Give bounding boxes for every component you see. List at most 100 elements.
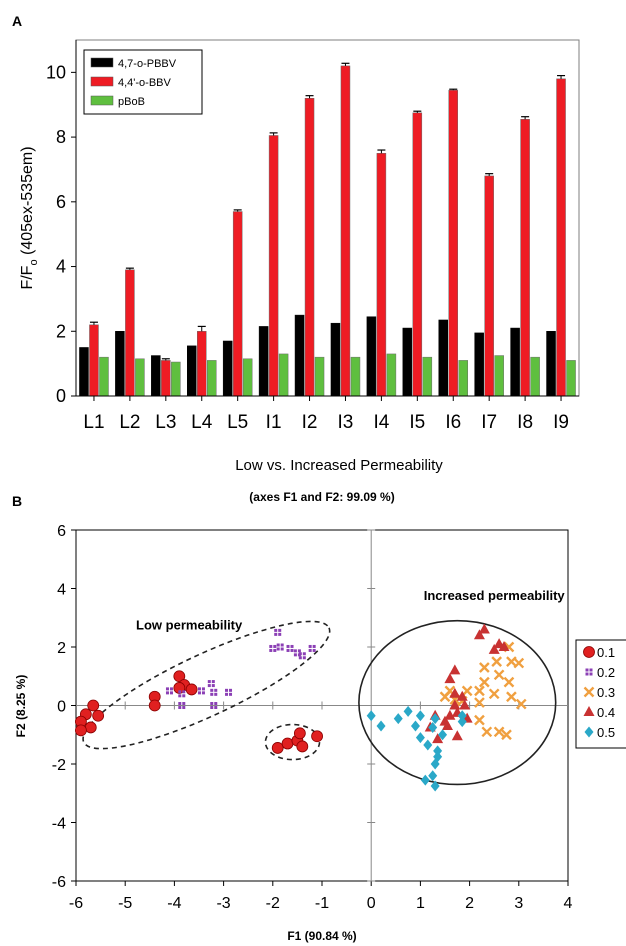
point-0-1 <box>148 699 161 712</box>
point-0-4 <box>451 730 463 741</box>
point-0-4 <box>449 699 461 710</box>
point-0-2 <box>308 644 316 652</box>
point-0-5 <box>433 745 443 757</box>
bar-4-7-o-pbbv-i5 <box>402 327 413 397</box>
x-tick-label: 3 <box>514 895 523 912</box>
panel-a-label: A <box>12 13 22 29</box>
point-0-2 <box>178 702 186 709</box>
point-0-2 <box>178 690 186 698</box>
x-tick-label-i4: I4 <box>373 412 389 433</box>
bar-4-7-o-pbbv-l2 <box>115 331 125 397</box>
point-0-2 <box>210 702 218 709</box>
bar-chart-x-axis: L1 L2 L3 L4 L5 I1 I2 I3 I4 I5 I6 I7 I8 I9 <box>76 395 579 433</box>
point-0-2 <box>197 687 205 695</box>
bar-pbob-i2 <box>314 356 325 397</box>
point-0-5 <box>403 705 413 717</box>
legend-label: 0.2 <box>597 665 615 680</box>
bar-4-7-o-pbbv-i9 <box>546 331 556 397</box>
y-tick-label: 4 <box>56 257 66 277</box>
point-0-3 <box>461 685 473 697</box>
point-0-2 <box>165 687 173 695</box>
legend-label: pBoB <box>118 96 145 108</box>
point-0-2 <box>225 688 233 696</box>
y-tick-label: 10 <box>46 62 66 82</box>
bar-4-4-o-bbv-i9 <box>556 78 566 397</box>
y-tick-label: 4 <box>57 582 66 599</box>
point-0-1 <box>87 699 100 712</box>
x-tick-label-i1: I1 <box>266 412 282 433</box>
bar-chart-bars <box>79 62 576 397</box>
bar-4-7-o-pbbv-l5 <box>222 340 233 397</box>
increased-permeability-label: Increased permeability <box>424 588 566 603</box>
point-0-1 <box>271 742 284 754</box>
bar-pbob-i5 <box>422 356 433 397</box>
point-0-2 <box>286 644 294 652</box>
point-0-3 <box>513 657 525 669</box>
x-tick-label-i6: I6 <box>445 412 461 433</box>
point-0-1 <box>296 740 309 753</box>
legend-label: 0.5 <box>597 725 615 740</box>
point-0-5 <box>420 774 430 786</box>
legend-swatch <box>90 57 114 68</box>
x-tick-label-l5: L5 <box>227 412 248 433</box>
scatter-chart-points <box>75 623 527 792</box>
point-0-5 <box>430 713 440 725</box>
point-0-3 <box>439 691 451 703</box>
point-0-3 <box>481 726 493 738</box>
point-0-3 <box>474 685 485 697</box>
point-0-5 <box>433 751 443 763</box>
bar-pbob-i4 <box>386 353 397 397</box>
point-0-3 <box>493 669 505 681</box>
point-0-5 <box>410 720 420 732</box>
legend-marker <box>583 706 595 716</box>
x-tick-label-l3: L3 <box>155 412 176 433</box>
bar-4-4-o-bbv-i8 <box>520 119 530 397</box>
point-0-1 <box>185 683 198 696</box>
y-tick-label: 0 <box>56 386 66 406</box>
point-0-2 <box>298 652 306 660</box>
bar-pbob-l1 <box>99 356 109 397</box>
point-0-5 <box>428 721 438 733</box>
bar-4-4-o-bbv-i6 <box>448 89 458 397</box>
point-0-5 <box>428 770 438 782</box>
point-0-4 <box>473 629 485 640</box>
point-0-1 <box>173 670 186 683</box>
point-0-2 <box>210 688 218 696</box>
x-tick-label-l2: L2 <box>119 412 140 433</box>
point-0-3 <box>488 688 500 700</box>
bar-pbob-i3 <box>350 356 361 397</box>
y-tick-label: 6 <box>56 192 66 212</box>
legend-label: 0.4 <box>597 705 615 720</box>
legend-box <box>575 639 626 749</box>
scatter-chart-annotations: Low permeability Increased permeability <box>136 588 565 632</box>
point-0-5 <box>415 710 425 722</box>
point-0-3 <box>474 697 485 708</box>
bar-pbob-i1 <box>278 353 289 397</box>
point-0-5 <box>393 713 403 725</box>
point-0-3 <box>491 656 503 667</box>
bar-4-7-o-pbbv-i7 <box>474 332 484 397</box>
x-tick-label-i3: I3 <box>338 412 354 433</box>
point-0-5 <box>430 780 440 792</box>
point-0-3 <box>501 729 512 741</box>
increased-ellipse <box>358 619 557 786</box>
low-ellipse-inner <box>264 723 321 761</box>
scatter-chart: (axes F1 and F2: 99.09 %) -6 -5 -4 -3 -2 -1 0 1… <box>14 490 626 943</box>
y-tick-label: 2 <box>57 640 66 657</box>
x-tick-label: -3 <box>216 895 230 912</box>
scatter-chart-legend: 0.1 0.2 0.3 0.4 0.5 <box>575 639 626 749</box>
y-tick-label: -2 <box>52 757 66 774</box>
x-tick-label-i7: I7 <box>481 412 497 433</box>
x-tick-label-i2: I2 <box>302 412 318 433</box>
point-0-4 <box>459 699 471 710</box>
scatter-chart-y-axis-title: F2 (8.25 %) <box>14 675 28 738</box>
bar-4-4-o-bbv-l1 <box>89 324 99 397</box>
y-title-sub: o <box>28 259 40 265</box>
x-tick-label: 1 <box>416 895 425 912</box>
point-0-1 <box>84 721 97 734</box>
bar-pbob-l4 <box>207 360 217 397</box>
y-title-rest: (405ex-535em) <box>19 146 36 259</box>
point-0-3 <box>479 676 490 688</box>
bar-4-7-o-pbbv-i3 <box>330 322 341 397</box>
